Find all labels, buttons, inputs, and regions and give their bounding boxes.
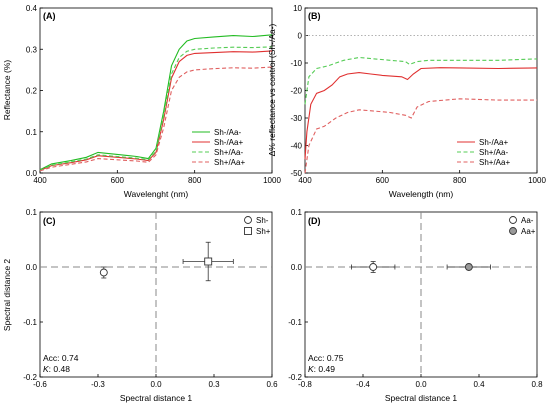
panel-c-xtick-label: 0.3 [208, 380, 220, 389]
panel-d-ytick-label: -0.1 [288, 318, 302, 327]
panel-b-xtick-label: 400 [298, 176, 312, 185]
panel-d-xlabel: Spectral distance 1 [385, 393, 458, 403]
panel-c-xtick-label: 0.6 [266, 380, 278, 389]
panel-c: (C) Spectral distance 1 Spectral distanc… [2, 208, 278, 403]
panel-c-ytick-label: 0.0 [26, 263, 38, 272]
panel-c-xtick-label: -0.3 [91, 380, 105, 389]
panel-c-legend-marker [244, 227, 252, 235]
panel-a-ytick-label: 0.3 [26, 45, 38, 54]
panel-b-label: (B) [308, 11, 321, 21]
panel-b-ytick-label: 10 [293, 4, 302, 13]
panel-d-label: (D) [308, 216, 321, 226]
panel-a-label: (A) [43, 11, 56, 21]
panel-b-xlabel: Wavelength (nm) [389, 189, 454, 199]
panel-c-legend-marker [244, 216, 252, 224]
panel-d-kappa: K: 0.49 [308, 364, 335, 374]
panel-c-ylabel: Spectral distance 2 [2, 259, 12, 332]
panel-d-legend-marker [509, 216, 517, 224]
panel-c-xlabel: Spectral distance 1 [120, 393, 193, 403]
panel-d-point-marker [464, 263, 473, 271]
panel-c-kappa: K: 0.48 [43, 364, 70, 374]
panel-a-legend-label: Sh+/Aa+ [214, 158, 245, 167]
panel-a-xtick-label: 1000 [263, 176, 281, 185]
panel-b-xtick-label: 800 [453, 176, 467, 185]
panel-a-xlabel: Wavelenght (nm) [124, 189, 189, 199]
panel-d-xtick-label: 0.8 [531, 380, 543, 389]
panel-d-ytick-label: -0.2 [288, 373, 302, 382]
panel-c-ytick-label: -0.1 [23, 318, 37, 327]
panel-b-ytick-label: -40 [290, 142, 302, 151]
panel-a-ylabel: Reflectance (%) [2, 60, 12, 121]
panel-a-legend-label: Sh-/Aa+ [214, 138, 243, 147]
panel-c-xtick-label: 0.0 [150, 380, 162, 389]
panel-d-xtick-label: -0.4 [356, 380, 370, 389]
panel-a-legend-label: Sh-/Aa- [214, 128, 241, 137]
panel-d-ytick-label: 0.1 [291, 208, 303, 217]
panel-a-series-line [39, 50, 273, 172]
panel-d-legend-marker [509, 227, 517, 235]
panel-b: (B) Wavelength (nm) Δ% reflectance vs co… [267, 4, 546, 199]
panel-d-legend-label: Aa- [521, 216, 534, 225]
panel-b-legend-label: Sh+/Aa- [479, 148, 508, 157]
panel-a-xtick-label: 800 [188, 176, 202, 185]
panel-d: (D) Spectral distance 1 Acc: 0.75 K: 0.4… [288, 208, 543, 403]
panel-d-xtick-label: 0.0 [415, 380, 427, 389]
panel-a-ytick-label: 0.0 [26, 169, 38, 178]
panel-a-series-line [39, 66, 273, 172]
panel-a-legend-label: Sh+/Aa- [214, 148, 243, 157]
panel-c-xtick-label: -0.6 [33, 380, 47, 389]
panel-d-xtick-label: 0.4 [473, 380, 485, 389]
panel-b-series-line [304, 56, 538, 105]
panel-c-legend-label: Sh+ [256, 227, 271, 236]
panel-c-ytick-label: 0.1 [26, 208, 38, 217]
panel-b-legend-label: Sh+/Aa+ [479, 158, 510, 167]
panel-a-ytick-label: 0.4 [26, 4, 38, 13]
panel-d-point-marker [369, 263, 378, 271]
panel-b-ytick-label: -20 [290, 87, 302, 96]
panel-b-ytick-label: -10 [290, 59, 302, 68]
panel-d-legend-label: Aa+ [521, 227, 536, 236]
panel-d-ytick-label: 0.0 [291, 263, 303, 272]
panel-b-series-line [304, 67, 538, 160]
panel-a-series-line [39, 34, 273, 171]
panel-c-ytick-label: -0.2 [23, 373, 37, 382]
panel-b-legend-label: Sh-/Aa+ [479, 138, 508, 147]
panel-c-point-marker [204, 257, 213, 266]
panel-b-ylabel: Δ% reflectance vs control (Sh-/Aa-) [267, 23, 277, 156]
panel-c-legend-label: Sh- [256, 216, 269, 225]
panel-a-xtick-label: 400 [33, 176, 47, 185]
panel-b-xtick-label: 600 [376, 176, 390, 185]
panel-c-label: (C) [43, 216, 56, 226]
panel-d-xtick-label: -0.8 [298, 380, 312, 389]
panel-c-point-marker [99, 268, 108, 277]
panel-a-xtick-label: 600 [111, 176, 125, 185]
panel-a-ytick-label: 0.1 [26, 128, 38, 137]
panel-a-ytick-label: 0.2 [26, 87, 38, 96]
panel-c-acc: Acc: 0.74 [43, 353, 79, 363]
panel-b-xtick-label: 1000 [528, 176, 546, 185]
panel-b-ytick-label: -30 [290, 114, 302, 123]
panel-b-ytick-label: -50 [290, 169, 302, 178]
panel-a: (A) Wavelenght (nm) Reflectance (%) 400 6… [2, 4, 281, 199]
panel-b-ytick-label: 0 [298, 32, 303, 41]
panel-d-acc: Acc: 0.75 [308, 353, 344, 363]
